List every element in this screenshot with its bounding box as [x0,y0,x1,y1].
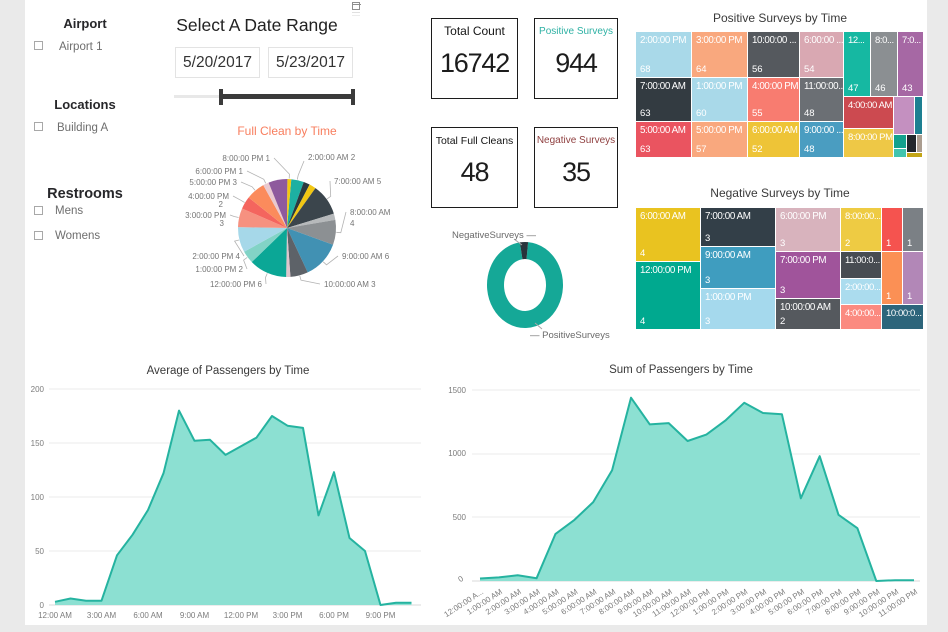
svg-text:12:00 PM: 12:00 PM [224,611,259,620]
svg-text:0: 0 [40,601,45,610]
svg-text:3:00 PM: 3:00 PM [273,611,303,620]
svg-text:12:00 AM: 12:00 AM [38,611,72,620]
svg-text:9:00 AM: 9:00 AM [180,611,210,620]
svg-text:6:00 PM: 6:00 PM [319,611,349,620]
svg-text:50: 50 [35,547,44,556]
svg-text:1500: 1500 [448,386,466,395]
svg-text:200: 200 [31,385,45,394]
svg-text:1000: 1000 [448,449,466,458]
svg-text:100: 100 [31,493,45,502]
svg-text:6:00 AM: 6:00 AM [133,611,163,620]
svg-text:500: 500 [453,513,467,522]
svg-text:0: 0 [456,574,465,584]
svg-text:150: 150 [31,439,45,448]
svg-text:3:00 AM: 3:00 AM [87,611,117,620]
svg-text:9:00 PM: 9:00 PM [366,611,396,620]
